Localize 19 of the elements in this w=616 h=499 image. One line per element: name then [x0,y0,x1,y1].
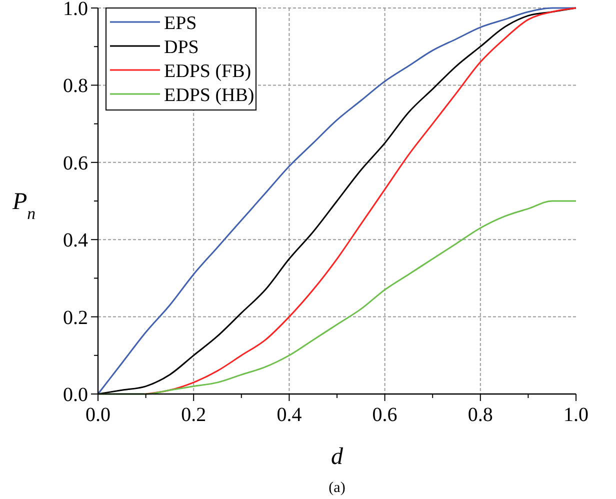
x-tick-label: 0.8 [468,404,493,426]
y-tick-label: 1.0 [63,0,88,20]
x-tick-label: 0.2 [181,404,206,426]
y-axis-title: P$_{n}$ [11,189,36,222]
y-tick-label: 0.4 [63,230,88,252]
y-tick-label: 0.6 [63,152,88,174]
y-tick-label: 0.0 [63,384,88,406]
y-tick-label: 0.2 [63,306,88,329]
text: (a) [328,480,346,496]
legend-label: EPS [164,13,197,34]
x-tick-label: 0.6 [372,404,398,426]
legend-label: EDPS (FB) [164,61,252,82]
legend-label: EDPS (HB) [164,85,254,106]
x-tick-label: 0.4 [276,404,302,426]
x-tick-label: 1.0 [564,404,588,426]
legend-label: DPS [164,37,199,58]
x-tick-label: 0.0 [86,404,110,426]
x-axis-title: d [331,444,344,470]
y-tick-label: 0.8 [63,75,88,98]
